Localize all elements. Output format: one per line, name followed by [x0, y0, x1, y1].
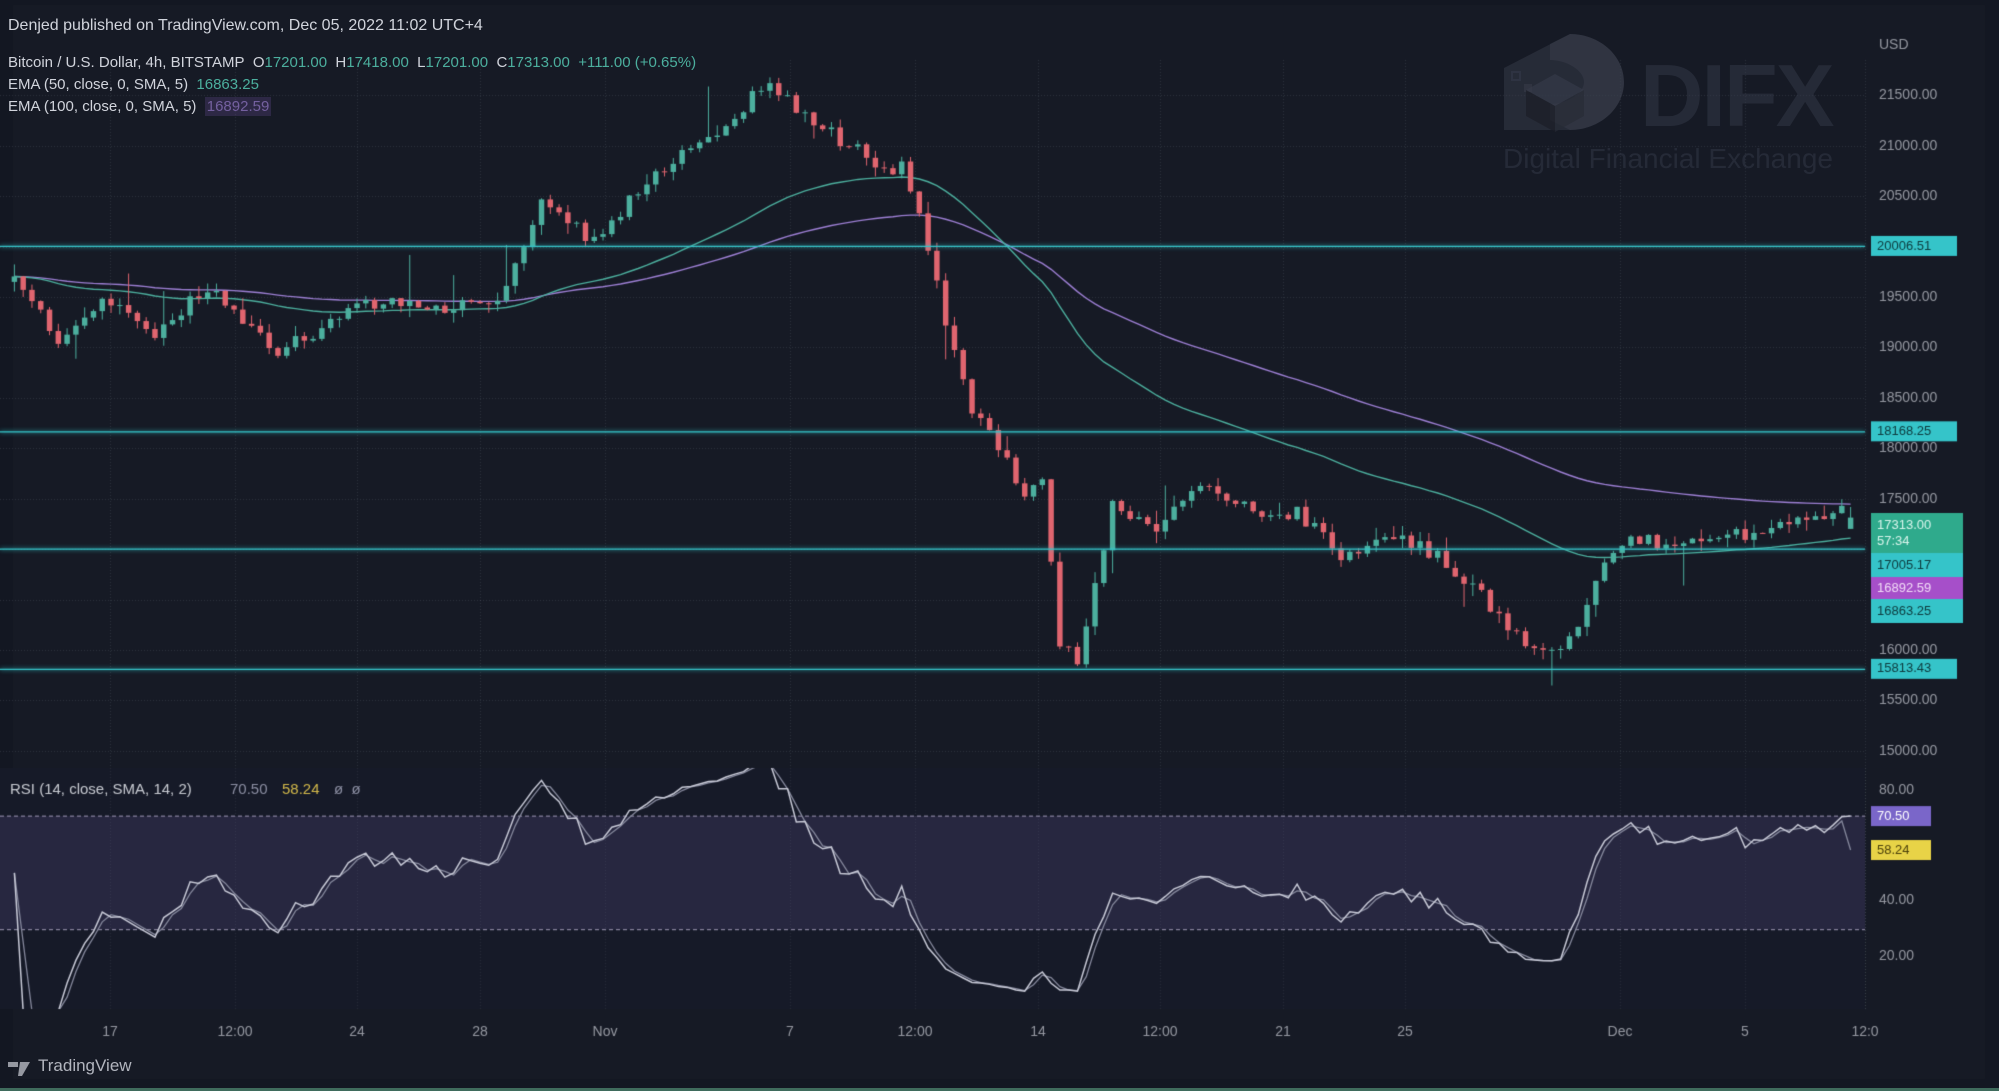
svg-text:Digital Financial Exchange: Digital Financial Exchange [1503, 143, 1833, 174]
svg-text:DIFX: DIFX [1640, 46, 1834, 145]
